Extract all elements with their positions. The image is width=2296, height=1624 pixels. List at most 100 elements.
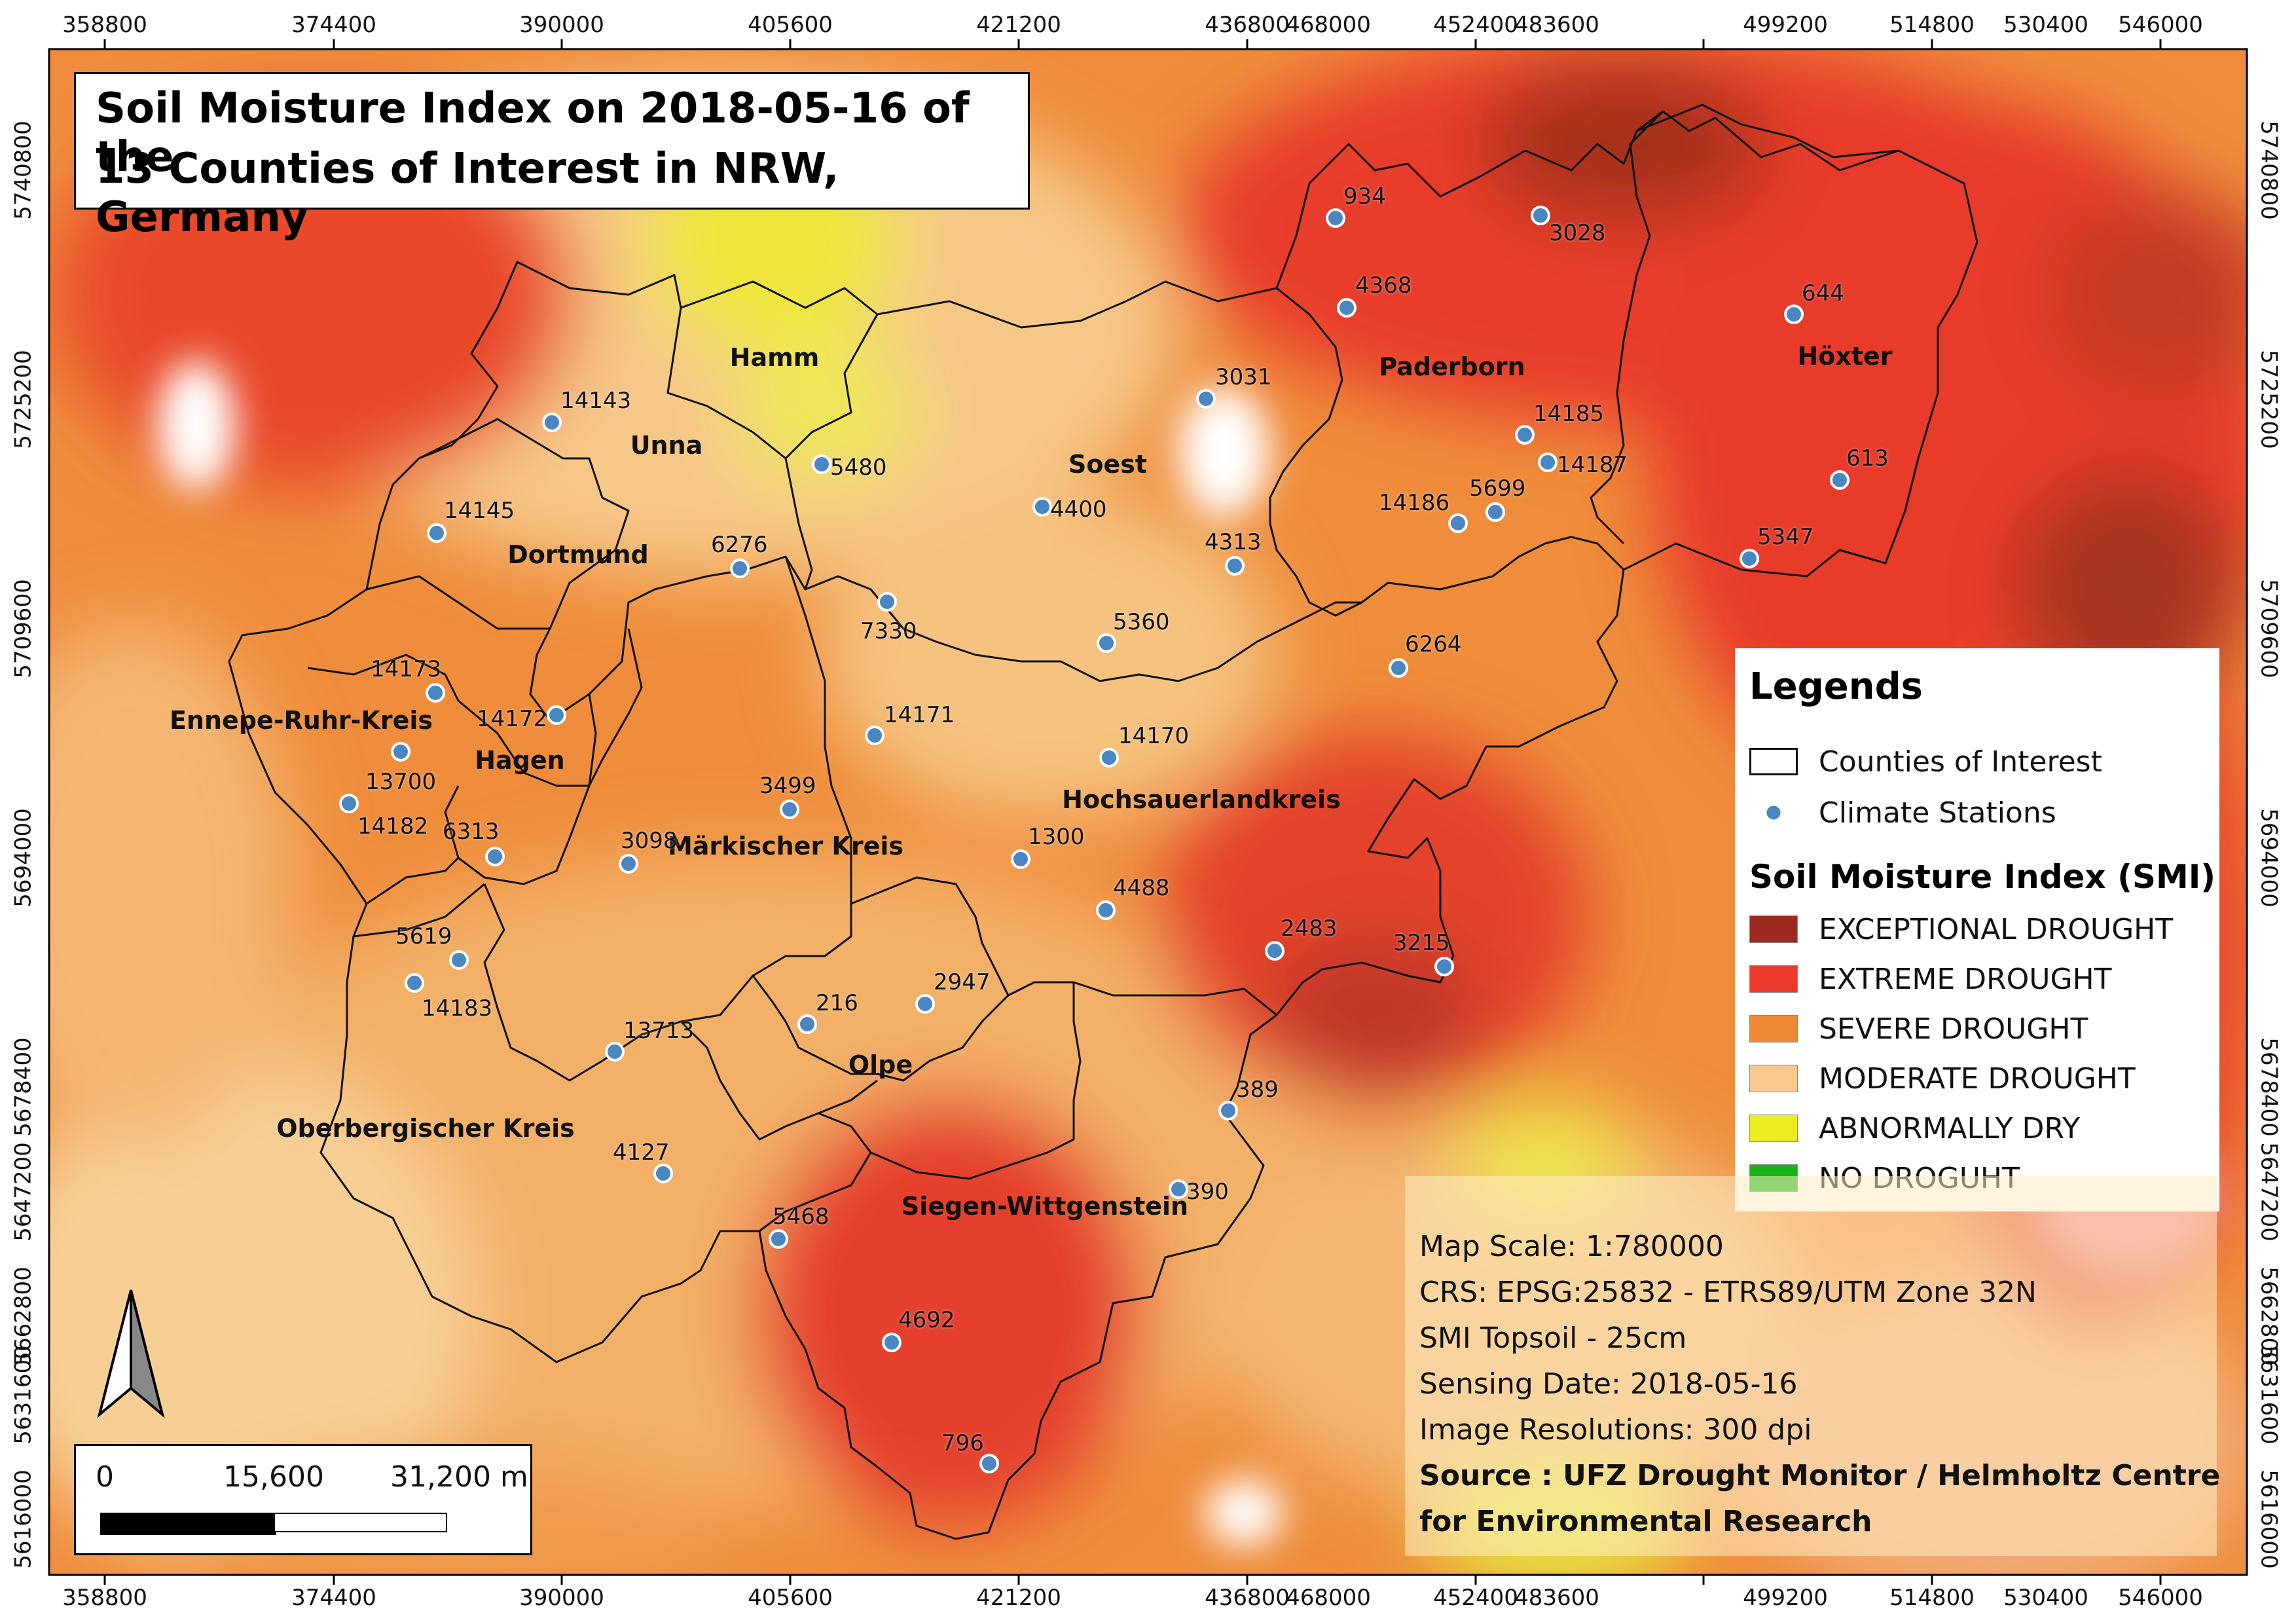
station-marker[interactable] <box>485 847 505 866</box>
station-label: 4488 <box>1113 875 1170 901</box>
legend-class-severe: SEVERE DROUGHT <box>1749 1012 2208 1046</box>
legend-heading: Legends <box>1749 665 1923 708</box>
station-label: 5699 <box>1469 475 1526 502</box>
x-tick-label: 499200 <box>1743 12 1828 38</box>
station-marker[interactable] <box>426 683 445 703</box>
station-marker[interactable] <box>1099 748 1119 767</box>
station-marker[interactable] <box>1434 957 1454 976</box>
scale-bar: 0 15,600 31,200 m <box>74 1444 532 1555</box>
y-tick-label: 5678400 <box>10 1037 37 1137</box>
station-label: 5360 <box>1113 609 1170 635</box>
county-label-hoexter[interactable]: Höxter <box>1797 342 1893 371</box>
scale-bar-black-segment <box>100 1513 276 1535</box>
station-label: 3499 <box>759 773 816 799</box>
station-marker[interactable] <box>1169 1179 1188 1199</box>
y-tick-label: 5647200 <box>2255 1142 2282 1242</box>
station-marker[interactable] <box>1784 304 1804 324</box>
y-tick-label: 5709600 <box>10 579 37 678</box>
legend-class-exceptional: EXCEPTIONAL DROUGHT <box>1749 913 2208 946</box>
station-marker[interactable] <box>1225 556 1245 576</box>
north-arrow-icon <box>97 1289 165 1418</box>
station-label: 5468 <box>773 1204 829 1230</box>
station-marker[interactable] <box>797 1014 817 1034</box>
county-label-unna[interactable]: Unna <box>630 431 703 460</box>
station-label: 14182 <box>357 813 429 840</box>
county-label-paderborn[interactable]: Paderborn <box>1379 352 1525 381</box>
station-marker[interactable] <box>865 726 884 745</box>
station-marker[interactable] <box>1515 425 1535 445</box>
x-tick-label: 499200 <box>1743 1585 1828 1611</box>
county-label-maerkischer-kreis[interactable]: Märkischer Kreis <box>667 832 904 860</box>
station-marker[interactable] <box>1032 497 1052 517</box>
station-marker[interactable] <box>542 413 562 432</box>
x-tick-label: 390000 <box>519 12 604 38</box>
station-marker[interactable] <box>1096 900 1116 920</box>
class-swatch <box>1749 1115 1798 1142</box>
station-marker[interactable] <box>1011 849 1030 869</box>
station-marker[interactable] <box>653 1164 673 1183</box>
station-marker[interactable] <box>1097 633 1116 653</box>
station-label: 796 <box>941 1430 984 1456</box>
station-marker[interactable] <box>1448 513 1468 533</box>
station-marker[interactable] <box>1326 208 1345 228</box>
station-label: 13713 <box>623 1018 695 1044</box>
station-marker[interactable] <box>979 1454 999 1473</box>
county-label-olpe[interactable]: Olpe <box>848 1050 913 1079</box>
station-marker[interactable] <box>339 794 359 813</box>
class-label: ABNORMALLY DRY <box>1819 1112 2081 1145</box>
x-tick-label: 530400 <box>2003 1585 2088 1611</box>
station-marker[interactable] <box>391 742 410 762</box>
station-marker[interactable] <box>449 950 469 970</box>
county-label-hagen[interactable]: Hagen <box>475 746 565 775</box>
station-label: 389 <box>1236 1077 1279 1103</box>
x-tick-label: 436800 <box>1205 12 1290 38</box>
station-marker[interactable] <box>882 1333 902 1352</box>
station-marker[interactable] <box>619 854 638 874</box>
frame-ticks <box>103 39 2162 1585</box>
station-marker[interactable] <box>780 800 799 819</box>
station-label: 14183 <box>422 995 493 1022</box>
station-marker[interactable] <box>1538 452 1558 472</box>
x-tick-label: 421200 <box>976 12 1061 38</box>
legend-item-counties: Counties of Interest <box>1749 745 2208 779</box>
county-label-hochsauerlandkreis[interactable]: Hochsauerlandkreis <box>1062 785 1341 814</box>
station-marker[interactable] <box>1531 206 1550 225</box>
county-label-soest[interactable]: Soest <box>1068 450 1148 479</box>
station-marker[interactable] <box>1389 658 1408 678</box>
legend-class-abnormally-dry: ABNORMALLY DRY <box>1749 1112 2208 1145</box>
station-marker[interactable] <box>1485 502 1505 522</box>
class-label: EXCEPTIONAL DROUGHT <box>1819 913 2174 946</box>
station-marker[interactable] <box>877 592 897 612</box>
legend-item-label: Climate Stations <box>1819 796 2056 830</box>
county-label-siegen-wittgenstein[interactable]: Siegen-Wittgenstein <box>901 1192 1189 1221</box>
y-tick-label: 5694000 <box>10 808 37 908</box>
station-marker[interactable] <box>605 1042 625 1061</box>
station-marker[interactable] <box>769 1229 788 1249</box>
station-marker[interactable] <box>1740 549 1759 568</box>
station-label: 2947 <box>934 969 991 995</box>
county-label-dortmund[interactable]: Dortmund <box>507 540 649 569</box>
legend-class-moderate: MODERATE DROUGHT <box>1749 1062 2208 1096</box>
y-tick-label: 5631600 <box>2255 1345 2282 1445</box>
county-label-hamm[interactable]: Hamm <box>729 343 820 372</box>
county-label-ennepe-ruhr-kreis[interactable]: Ennepe-Ruhr-Kreis <box>169 706 433 735</box>
station-marker[interactable] <box>1196 389 1216 409</box>
x-tick-label: 514800 <box>1889 1585 1975 1611</box>
station-marker[interactable] <box>915 994 935 1014</box>
class-label: SEVERE DROUGHT <box>1819 1012 2088 1046</box>
station-marker[interactable] <box>1218 1101 1238 1120</box>
x-tick-label: 436800 <box>1205 1585 1290 1611</box>
station-marker[interactable] <box>405 973 424 993</box>
station-marker[interactable] <box>1830 470 1850 490</box>
scale-bar-white-segment <box>274 1513 447 1532</box>
station-marker[interactable] <box>730 559 750 578</box>
station-marker[interactable] <box>1337 298 1357 318</box>
station-marker[interactable] <box>547 705 566 725</box>
station-label: 390 <box>1186 1179 1229 1205</box>
station-label: 3098 <box>621 828 678 854</box>
station-marker[interactable] <box>427 523 446 543</box>
county-label-oberbergischer-kreis[interactable]: Oberbergischer Kreis <box>276 1114 575 1143</box>
station-marker[interactable] <box>812 454 831 474</box>
x-tick-label: 483600 <box>1514 1585 1599 1611</box>
station-marker[interactable] <box>1265 941 1285 961</box>
